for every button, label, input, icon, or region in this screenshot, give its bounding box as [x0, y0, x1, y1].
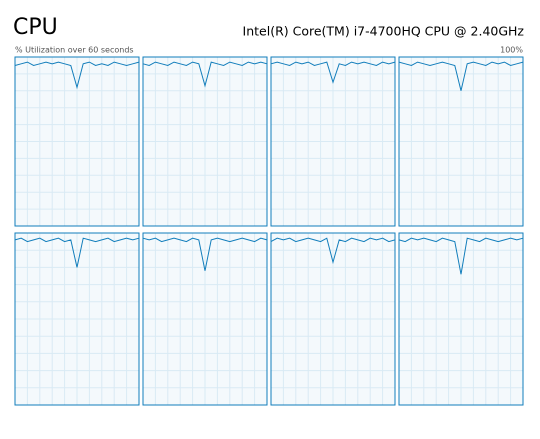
utilization-line	[14, 237, 140, 268]
utilization-line	[270, 237, 396, 265]
utilization-line	[398, 61, 524, 91]
title: CPU	[13, 15, 58, 40]
graph-border	[398, 56, 524, 227]
graph-border	[14, 232, 140, 406]
graph-border	[270, 56, 396, 227]
utilization-line	[14, 61, 140, 90]
utilization-line	[398, 237, 524, 275]
utilization-line	[270, 61, 396, 84]
y-max-label: 100%	[500, 46, 523, 55]
graph-border	[142, 232, 268, 406]
y-label: % Utilization over 60 seconds	[15, 46, 134, 55]
utilization-line	[142, 61, 268, 88]
graph-border	[270, 232, 396, 406]
processor-name: Intel(R) Core(TM) i7-4700HQ CPU @ 2.40GH…	[243, 24, 525, 39]
graph-border	[14, 56, 140, 227]
utilization-line	[142, 237, 268, 271]
graph-border	[398, 232, 524, 406]
graph-border	[142, 56, 268, 227]
